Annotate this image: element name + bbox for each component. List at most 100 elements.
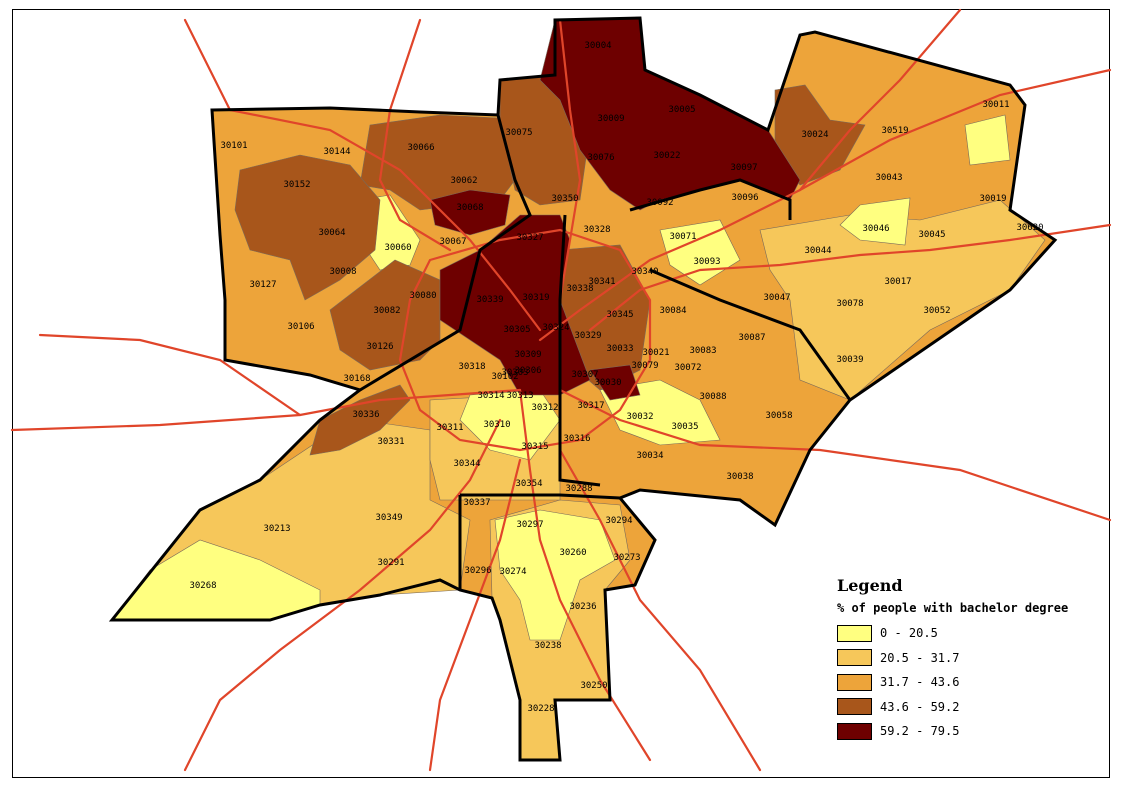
county-border-outer (108, 16, 1058, 762)
zip-label: 30044 (804, 246, 831, 256)
zip-label: 30062 (450, 176, 477, 186)
region-class4-southwest-strip (309, 384, 411, 456)
road-i20-west-spur (38, 333, 302, 417)
zip-label: 30126 (366, 342, 393, 352)
legend-swatch (837, 673, 872, 691)
zip-label: 30519 (881, 126, 908, 136)
zip-label: 30092 (646, 198, 673, 208)
zip-label: 30106 (287, 322, 314, 332)
zip-label: 30043 (875, 173, 902, 183)
region-class1-south (494, 509, 616, 641)
zip-label: 30303 (501, 368, 528, 378)
zip-label: 30305 (503, 325, 530, 335)
county-border-cobb-fulton (359, 114, 532, 392)
zip-label: 30312 (531, 403, 558, 413)
zip-label: 30338 (566, 284, 593, 294)
county-border-gwinnett-rockdale (649, 268, 852, 401)
zip-label: 30004 (584, 41, 611, 51)
zip-label: 30068 (456, 203, 483, 213)
zip-label: 30102 (491, 372, 518, 382)
zip-label: 30236 (569, 602, 596, 612)
zip-label: 30101 (220, 141, 247, 151)
zip-label: 30297 (516, 520, 543, 530)
zip-label: 30075 (505, 128, 532, 138)
zip-label: 30039 (836, 355, 863, 365)
map-frame (12, 9, 1110, 778)
zip-label: 30005 (668, 105, 695, 115)
zip-label: 30152 (283, 180, 310, 190)
zip-label: 30058 (765, 411, 792, 421)
zip-label: 30038 (726, 472, 753, 482)
legend-swatch (837, 649, 872, 667)
zip-label: 30288 (565, 484, 592, 494)
county-borders (108, 16, 1058, 762)
zip-label: 30307 (571, 370, 598, 380)
zip-labels: 30004 30005 30009 30022 30097 30024 30519 30011… (189, 41, 1043, 714)
region-class5-decatur (589, 364, 641, 401)
zip-label: 30345 (606, 310, 633, 320)
zip-label: 30080 (409, 291, 436, 301)
zip-label: 30033 (606, 344, 633, 354)
zip-label: 30328 (583, 225, 610, 235)
zip-label: 30319 (522, 293, 549, 303)
zip-regions (111, 17, 1056, 761)
zip-label: 30024 (801, 130, 828, 140)
road-i985 (798, 8, 962, 192)
region-class4-cobb-west (234, 154, 381, 301)
zip-label: 30318 (458, 362, 485, 372)
zip-label: 30127 (249, 280, 276, 290)
zip-label: 30268 (189, 581, 216, 591)
zip-label: 30097 (730, 163, 757, 173)
zip-label: 30046 (862, 224, 889, 234)
zip-label: 30032 (626, 412, 653, 422)
road-i85-south (183, 418, 502, 772)
zip-label: 30339 (476, 295, 503, 305)
road-i85-north (538, 68, 1112, 342)
legend-subtitle: % of people with bachelor degree (837, 601, 1069, 615)
zip-label: 30060 (384, 243, 411, 253)
road-us19-41 (428, 458, 522, 772)
legend-item: 43.6 - 59.2 (837, 695, 1102, 720)
zip-label: 30274 (499, 567, 526, 577)
zip-label: 30019 (979, 194, 1006, 204)
zip-label: 30021 (642, 348, 669, 358)
zip-label: 30144 (323, 147, 350, 157)
zip-label: 30168 (343, 374, 370, 384)
zip-label: 30078 (836, 299, 863, 309)
zip-label: 30047 (763, 293, 790, 303)
zip-label: 30296 (464, 566, 491, 576)
legend-swatch (837, 722, 872, 740)
region-class5-marietta (429, 189, 511, 236)
zip-label: 30311 (436, 423, 463, 433)
zip-label: 30324 (542, 323, 569, 333)
zip-label: 30350 (551, 194, 578, 204)
zip-label: 30306 (514, 366, 541, 376)
zip-label: 30310 (483, 420, 510, 430)
zip-label: 30349 (375, 513, 402, 523)
zip-label: 30354 (515, 479, 542, 489)
legend-title: Legend (837, 576, 903, 595)
zip-label: 30344 (453, 459, 480, 469)
legend-swatch (837, 624, 872, 642)
zip-label: 30072 (674, 363, 701, 373)
zip-label: 30260 (559, 548, 586, 558)
zip-label: 30228 (527, 704, 554, 714)
county-border-fulton-dekalb (558, 214, 601, 487)
map-legend: Legend % of people with bachelor degree … (837, 576, 1102, 744)
zip-label: 30093 (693, 257, 720, 267)
zip-label: 30273 (613, 553, 640, 563)
region-class1-east (839, 197, 911, 246)
region-class4-cobb-south (329, 259, 441, 371)
zip-label: 30082 (373, 306, 400, 316)
zip-label: 30327 (516, 233, 543, 243)
zip-label: 30008 (329, 267, 356, 277)
zip-label: 30067 (439, 237, 466, 247)
road-i575 (378, 18, 452, 252)
zip-label: 30620 (1016, 223, 1043, 233)
legend-label: 43.6 - 59.2 (880, 699, 960, 714)
region-class2-east (759, 199, 1046, 401)
legend-label: 31.7 - 43.6 (880, 675, 960, 690)
zip-label: 30052 (923, 306, 950, 316)
zip-label: 30084 (659, 306, 686, 316)
